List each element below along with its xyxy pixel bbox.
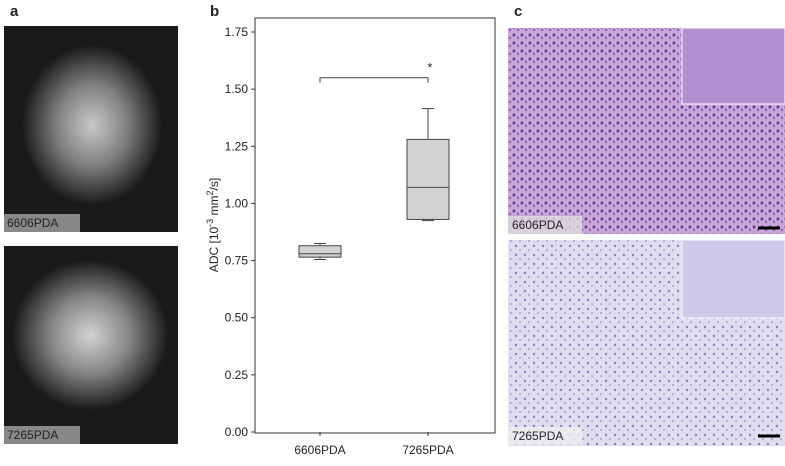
- histology-inset: [681, 239, 785, 319]
- histology-inset: [681, 27, 785, 105]
- y-axis-label-part: /s]: [207, 178, 221, 191]
- y-axis-label-part: -3: [205, 219, 215, 227]
- y-tick-label: 1.00: [225, 196, 249, 210]
- y-tick-label: 0.75: [225, 254, 249, 268]
- y-tick-label: 1.50: [225, 82, 249, 96]
- image-caption-bg: [4, 426, 80, 444]
- y-tick-label: 0.00: [225, 425, 249, 439]
- image-caption: 7265PDA: [7, 428, 58, 442]
- y-axis-label: ADC [10-3 mm2/s]: [205, 178, 221, 272]
- x-tick-label: 6606PDA: [294, 443, 345, 457]
- mri-signal: [22, 45, 162, 205]
- panel-label: c: [514, 3, 522, 20]
- plot-frame: [254, 17, 496, 434]
- x-tick-label: 7265PDA: [402, 443, 453, 457]
- panel-label: b: [210, 3, 219, 20]
- image-caption: 7265PDA: [512, 429, 563, 443]
- box: [298, 245, 342, 258]
- box-plot: 0.00 0.25 0.50 0.75 1.00 1.25 1.50 1.75 ADC [10-…: [205, 17, 496, 457]
- image-caption-bg: [508, 427, 582, 445]
- box: [406, 138, 450, 220]
- image-caption-bg: [4, 214, 80, 232]
- image-caption-bg: [508, 216, 582, 234]
- y-tick-label: 1.75: [225, 25, 249, 39]
- y-tick-label: 0.50: [225, 311, 249, 325]
- y-axis-label-part: mm: [207, 195, 221, 218]
- significance-label: *: [428, 61, 433, 75]
- y-tick-label: 0.25: [225, 368, 249, 382]
- panel-label: a: [10, 3, 19, 20]
- significance-bracket: [319, 77, 429, 83]
- image-caption: 6606PDA: [7, 216, 58, 230]
- y-tick-label: 1.25: [225, 139, 249, 153]
- y-axis-label-part: 2: [205, 190, 215, 195]
- image-caption: 6606PDA: [512, 218, 563, 232]
- mri-signal: [12, 260, 168, 410]
- y-axis-label-part: ADC [10: [207, 227, 221, 273]
